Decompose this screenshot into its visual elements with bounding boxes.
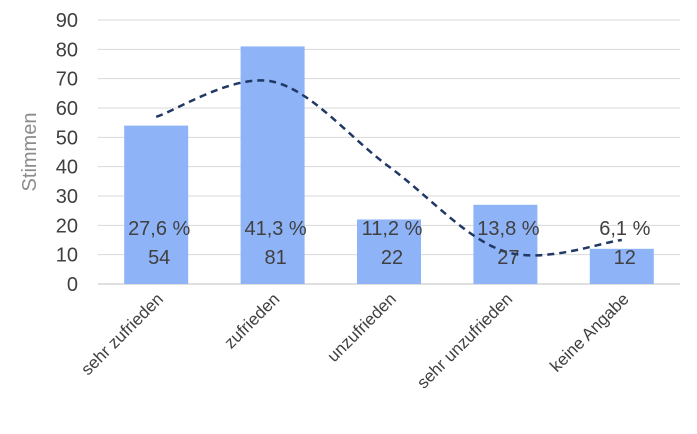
- y-tick-label: 60: [56, 98, 78, 120]
- y-tick-label: 80: [56, 39, 78, 61]
- y-tick-label: 90: [56, 10, 78, 32]
- category-label: sehr zufrieden: [77, 289, 167, 379]
- bar: [240, 46, 305, 285]
- bar: [357, 219, 421, 284]
- value-label: 22: [381, 247, 403, 269]
- bars: [124, 46, 654, 285]
- percent-label: 41,3 %: [244, 218, 306, 240]
- y-tick-label: 40: [56, 157, 78, 179]
- bar: [473, 204, 538, 284]
- y-tick-label: 10: [56, 245, 78, 267]
- trendline-group: [155, 79, 622, 257]
- data-labels: 27,6 % 54 41,3 % 81 11,2 % 22 13,8 % 27 6,1 % 12: [128, 218, 651, 269]
- y-tick-label: 50: [56, 127, 78, 149]
- value-label: 54: [148, 247, 170, 269]
- percent-label: 27,6 %: [128, 218, 190, 240]
- percent-label: 6,1 %: [599, 218, 650, 240]
- category-label: zufrieden: [221, 289, 284, 352]
- bar: [124, 125, 189, 284]
- trendline: [155, 79, 622, 257]
- y-tick-label: 70: [56, 69, 78, 91]
- y-tick-label: 0: [67, 274, 78, 296]
- category-label: unzufrieden: [324, 289, 400, 365]
- category-labels: sehr zufrieden zufrieden unzufrieden sehr u…: [77, 289, 632, 392]
- value-label: 81: [264, 247, 286, 269]
- percent-label: 13,8 %: [477, 218, 539, 240]
- y-tick-label: 30: [56, 186, 78, 208]
- category-label: keine Angabe: [546, 289, 632, 375]
- y-axis-ticks: 0 10 20 30 40 50 60 70 80 90: [56, 10, 78, 296]
- y-axis-title: Stimmen: [19, 113, 41, 192]
- y-tick-label: 20: [56, 215, 78, 237]
- category-label: sehr unzufrieden: [413, 289, 516, 392]
- value-label: 12: [614, 247, 636, 269]
- bar: [589, 248, 654, 284]
- value-label: 27: [497, 247, 519, 269]
- percent-label: 11,2 %: [362, 218, 423, 240]
